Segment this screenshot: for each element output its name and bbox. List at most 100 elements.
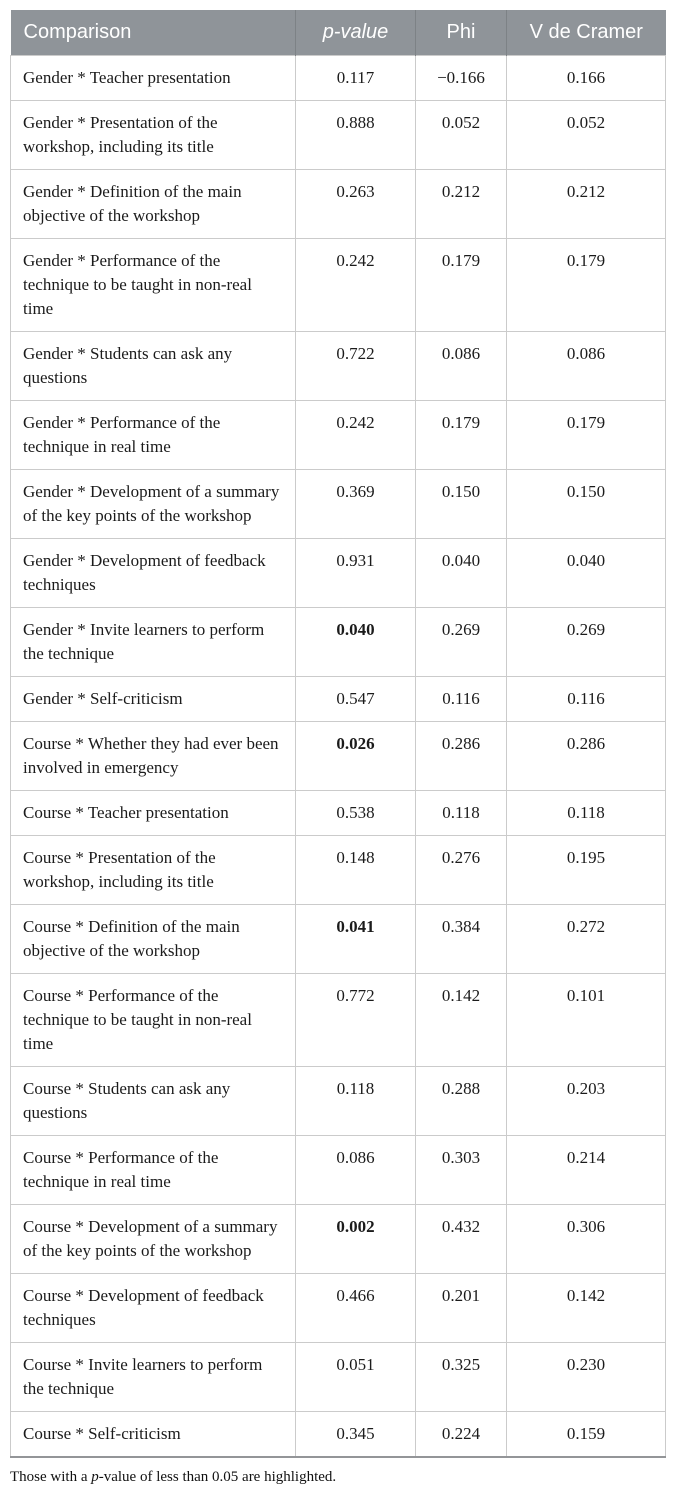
header-row: Comparison p-value Phi V de Cramer: [10, 10, 666, 55]
p-value-cell: 0.547: [295, 675, 416, 722]
phi-cell: 0.118: [415, 789, 507, 836]
v-de-cramer-cell: 0.179: [506, 237, 666, 332]
p-value-cell: 0.242: [295, 237, 416, 332]
p-value-cell: 0.722: [295, 330, 416, 401]
p-value-cell: 0.466: [295, 1272, 416, 1343]
v-de-cramer-cell: 0.195: [506, 834, 666, 905]
v-de-cramer-cell: 0.272: [506, 903, 666, 974]
table-row: Course * Definition of the main objectiv…: [10, 903, 666, 974]
table-row: Course * Self-criticism 0.345 0.224 0.15…: [10, 1410, 666, 1458]
v-de-cramer-cell: 0.286: [506, 720, 666, 791]
table-row: Gender * Invite learners to perform the …: [10, 606, 666, 677]
phi-cell: 0.150: [415, 468, 507, 539]
table-row: Course * Performance of the technique in…: [10, 1134, 666, 1205]
p-value-cell: 0.117: [295, 54, 416, 101]
comparison-cell: Gender * Teacher presentation: [10, 54, 296, 101]
v-de-cramer-cell: 0.150: [506, 468, 666, 539]
comparison-cell: Gender * Self-criticism: [10, 675, 296, 722]
p-value-cell: 0.772: [295, 972, 416, 1067]
v-de-cramer-cell: 0.052: [506, 99, 666, 170]
p-value-cell: 0.263: [295, 168, 416, 239]
p-value-cell: 0.086: [295, 1134, 416, 1205]
phi-cell: 0.052: [415, 99, 507, 170]
column-header-v-de-cramer: V de Cramer: [506, 10, 666, 55]
v-de-cramer-cell: 0.116: [506, 675, 666, 722]
p-value-cell: 0.051: [295, 1341, 416, 1412]
table-row: Gender * Performance of the technique in…: [10, 399, 666, 470]
comparison-cell: Course * Performance of the technique to…: [10, 972, 296, 1067]
v-de-cramer-cell: 0.040: [506, 537, 666, 608]
v-de-cramer-cell: 0.212: [506, 168, 666, 239]
table-row: Course * Students can ask any questions …: [10, 1065, 666, 1136]
table-row: Course * Invite learners to perform the …: [10, 1341, 666, 1412]
table-row: Gender * Definition of the main objectiv…: [10, 168, 666, 239]
comparison-cell: Gender * Invite learners to perform the …: [10, 606, 296, 677]
p-value-cell: 0.538: [295, 789, 416, 836]
comparison-cell: Gender * Development of feedback techniq…: [10, 537, 296, 608]
table-row: Gender * Students can ask any questions …: [10, 330, 666, 401]
p-value-cell: 0.369: [295, 468, 416, 539]
phi-cell: 0.325: [415, 1341, 507, 1412]
phi-cell: 0.179: [415, 237, 507, 332]
p-value-cell: 0.931: [295, 537, 416, 608]
comparison-cell: Gender * Performance of the technique in…: [10, 399, 296, 470]
p-value-cell: 0.888: [295, 99, 416, 170]
v-de-cramer-cell: 0.159: [506, 1410, 666, 1458]
comparison-cell: Course * Self-criticism: [10, 1410, 296, 1458]
table-row: Course * Presentation of the workshop, i…: [10, 834, 666, 905]
phi-cell: 0.212: [415, 168, 507, 239]
phi-cell: 0.201: [415, 1272, 507, 1343]
v-de-cramer-cell: 0.101: [506, 972, 666, 1067]
phi-cell: 0.142: [415, 972, 507, 1067]
v-de-cramer-cell: 0.142: [506, 1272, 666, 1343]
phi-cell: 0.086: [415, 330, 507, 401]
table-footnote: Those with a p-value of less than 0.05 a…: [10, 1467, 665, 1487]
comparison-cell: Course * Invite learners to perform the …: [10, 1341, 296, 1412]
table-header: Comparison p-value Phi V de Cramer: [10, 10, 666, 55]
table-row: Course * Whether they had ever been invo…: [10, 720, 666, 791]
comparison-cell: Course * Definition of the main objectiv…: [10, 903, 296, 974]
column-header-p-value: p-value: [295, 10, 416, 55]
comparison-cell: Course * Presentation of the workshop, i…: [10, 834, 296, 905]
statistics-table: Comparison p-value Phi V de Cramer Gende…: [10, 10, 666, 1458]
table-row: Gender * Presentation of the workshop, i…: [10, 99, 666, 170]
phi-cell: 0.384: [415, 903, 507, 974]
v-de-cramer-cell: 0.230: [506, 1341, 666, 1412]
v-de-cramer-cell: 0.118: [506, 789, 666, 836]
phi-cell: 0.116: [415, 675, 507, 722]
v-de-cramer-cell: 0.214: [506, 1134, 666, 1205]
comparison-cell: Course * Development of a summary of the…: [10, 1203, 296, 1274]
table-body: Gender * Teacher presentation 0.117 −0.1…: [10, 54, 666, 1458]
v-de-cramer-cell: 0.179: [506, 399, 666, 470]
table-row: Gender * Development of feedback techniq…: [10, 537, 666, 608]
phi-cell: 0.288: [415, 1065, 507, 1136]
table-row: Gender * Development of a summary of the…: [10, 468, 666, 539]
comparison-cell: Gender * Presentation of the workshop, i…: [10, 99, 296, 170]
p-value-cell: 0.148: [295, 834, 416, 905]
phi-cell: −0.166: [415, 54, 507, 101]
comparison-cell: Course * Students can ask any questions: [10, 1065, 296, 1136]
v-de-cramer-cell: 0.086: [506, 330, 666, 401]
table-row: Course * Performance of the technique to…: [10, 972, 666, 1067]
phi-cell: 0.179: [415, 399, 507, 470]
comparison-cell: Gender * Performance of the technique to…: [10, 237, 296, 332]
phi-cell: 0.269: [415, 606, 507, 677]
p-value-cell: 0.345: [295, 1410, 416, 1458]
table-row: Course * Development of feedback techniq…: [10, 1272, 666, 1343]
phi-cell: 0.276: [415, 834, 507, 905]
v-de-cramer-cell: 0.306: [506, 1203, 666, 1274]
p-value-cell: 0.026: [295, 720, 416, 791]
comparison-cell: Gender * Development of a summary of the…: [10, 468, 296, 539]
phi-cell: 0.286: [415, 720, 507, 791]
phi-cell: 0.040: [415, 537, 507, 608]
p-value-cell: 0.040: [295, 606, 416, 677]
v-de-cramer-cell: 0.203: [506, 1065, 666, 1136]
v-de-cramer-cell: 0.166: [506, 54, 666, 101]
table-row: Gender * Self-criticism 0.547 0.116 0.11…: [10, 675, 666, 722]
p-value-cell: 0.242: [295, 399, 416, 470]
table-row: Course * Development of a summary of the…: [10, 1203, 666, 1274]
comparison-cell: Course * Performance of the technique in…: [10, 1134, 296, 1205]
column-header-comparison: Comparison: [10, 10, 296, 55]
p-value-cell: 0.041: [295, 903, 416, 974]
comparison-cell: Course * Whether they had ever been invo…: [10, 720, 296, 791]
